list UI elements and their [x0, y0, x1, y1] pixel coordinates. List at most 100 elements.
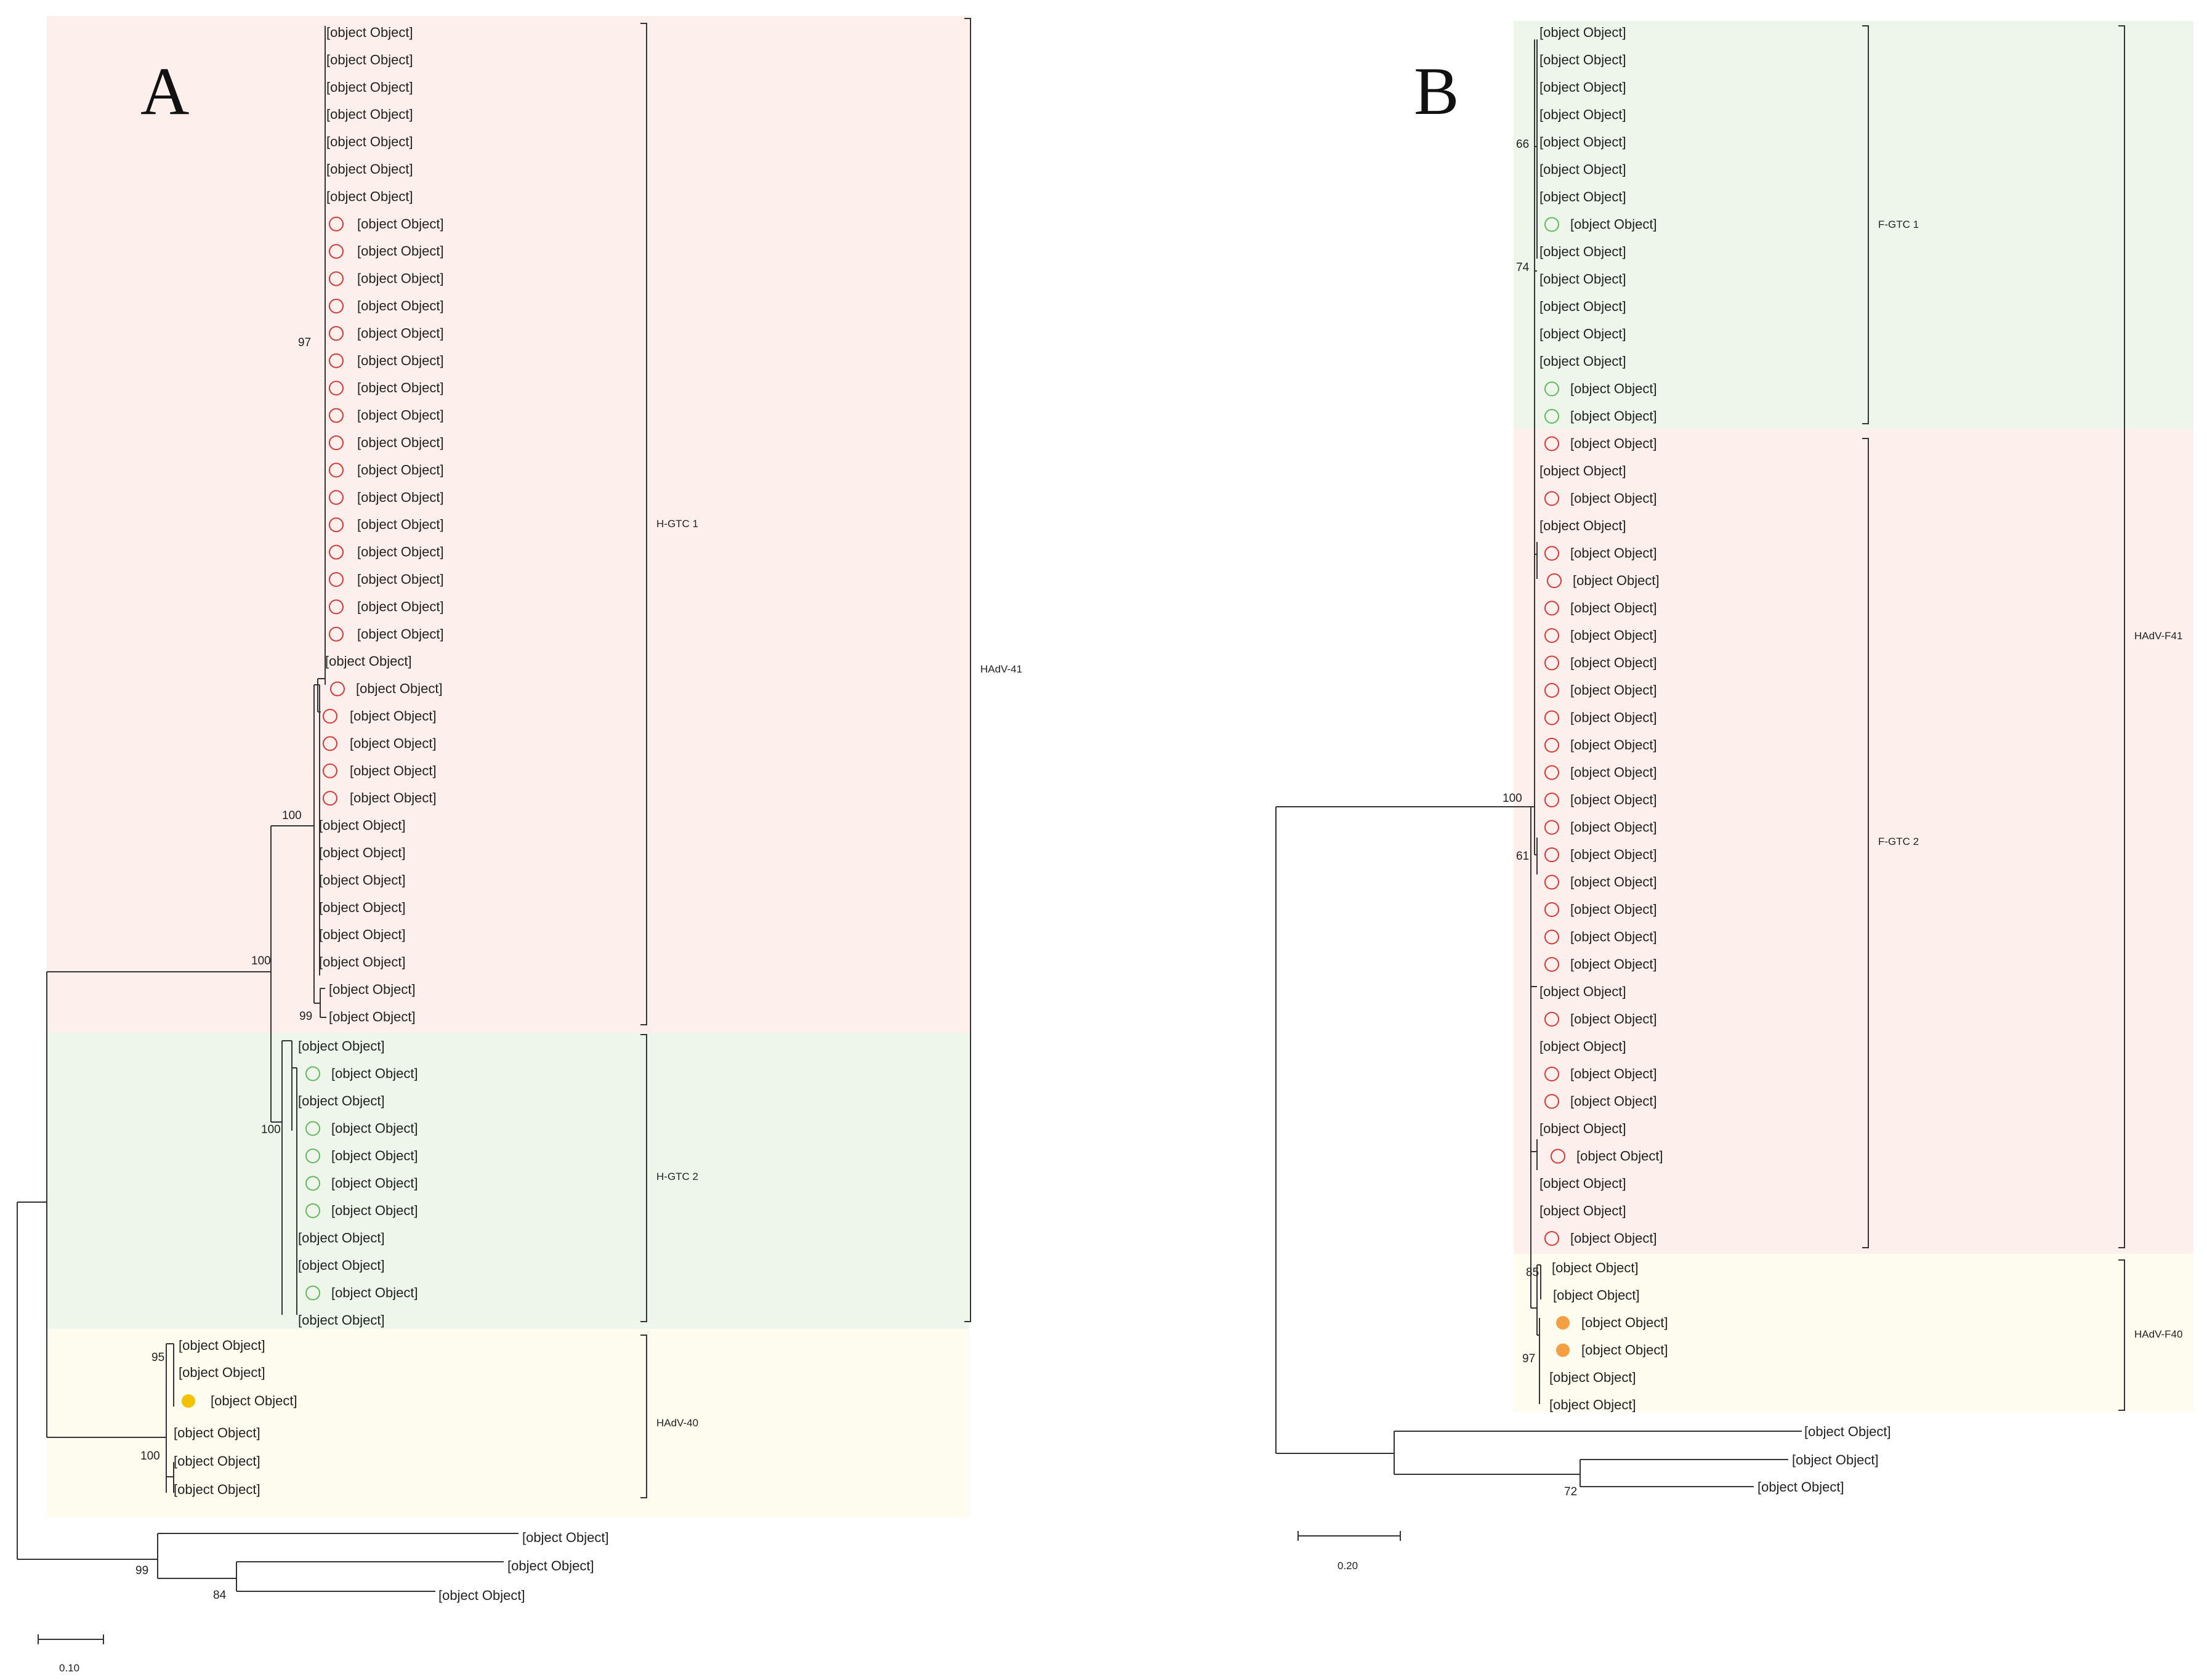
clade-label-h-gtc1: H-GTC 1 — [656, 518, 698, 530]
sample-marker-icon — [1556, 1316, 1570, 1330]
bootstrap-value: 74 — [1516, 261, 1530, 274]
leaf-label: [object Object] — [1539, 189, 1626, 204]
leaf-label: [object Object] — [1570, 874, 1657, 890]
sample-marker-icon — [329, 271, 344, 286]
bootstrap-value: 99 — [299, 1010, 312, 1023]
sample-marker-icon — [1544, 793, 1559, 807]
bootstrap-value: 61 — [1516, 850, 1529, 863]
sample-marker-icon — [1544, 847, 1559, 862]
clade-bracket-hadv-f40 — [2118, 1259, 2125, 1411]
sample-marker-icon — [305, 1121, 320, 1136]
panel-a-region-h-gtc1 — [47, 16, 969, 1033]
leaf-label: [object Object] — [357, 353, 444, 368]
sample-marker-icon — [1551, 1149, 1565, 1164]
bootstrap-value: 85 — [1526, 1266, 1539, 1279]
bootstrap-value: 97 — [298, 336, 311, 349]
leaf-label: [object Object] — [326, 161, 413, 177]
leaf-label: [object Object] — [1539, 272, 1626, 287]
leaf-label: [object Object] — [1576, 1149, 1663, 1164]
leaf-label: [object Object] — [319, 955, 406, 970]
sample-marker-icon — [305, 1066, 320, 1081]
leaf-label: [object Object] — [357, 571, 444, 587]
sample-marker-icon — [1544, 546, 1559, 561]
sample-marker-icon — [1544, 957, 1559, 972]
leaf-label: [object Object] — [356, 681, 443, 697]
scale-bar-line — [1297, 1531, 1401, 1541]
panel-b-region-f-gtc2 — [1514, 429, 2193, 1254]
leaf-label: [object Object] — [1539, 984, 1626, 1000]
clade-label-hadv41: HAdV-41 — [980, 663, 1022, 675]
leaf-label: [object Object] — [298, 1230, 385, 1246]
panel-b-leaves: [object Object] [object Object] [object Ob… — [1539, 25, 1891, 1495]
leaf-label: [object Object] — [357, 408, 444, 423]
leaf-label: [object Object] — [174, 1482, 260, 1497]
bootstrap-value: 97 — [1522, 1352, 1535, 1365]
leaf-label: [object Object] — [326, 79, 413, 95]
sample-marker-icon — [330, 681, 345, 697]
leaf-label: [object Object] — [325, 653, 412, 669]
bootstrap-value: 99 — [135, 1564, 148, 1577]
leaf-label: [object Object] — [331, 1285, 418, 1301]
sample-marker-icon — [323, 709, 337, 724]
sample-marker-icon — [323, 763, 337, 778]
leaf-label: [object Object] — [174, 1453, 260, 1469]
clade-label-h-gtc2: H-GTC 2 — [656, 1171, 698, 1182]
scale-bar-label: 0.10 — [59, 1662, 79, 1674]
sample-marker-icon — [1547, 573, 1562, 588]
sample-marker-icon — [329, 517, 344, 533]
leaf-label: [object Object] — [326, 25, 413, 40]
clade-bracket-f-gtc1 — [1862, 25, 1869, 424]
panel-b-label: B — [1414, 54, 1459, 129]
leaf-label: [object Object] — [331, 1148, 418, 1163]
leaf-label: [object Object] — [1570, 737, 1657, 753]
leaf-label: [object Object] — [350, 708, 437, 724]
leaf-label: [object Object] — [1570, 820, 1657, 835]
clade-label-hadv-f40: HAdV-F40 — [2134, 1328, 2182, 1340]
leaf-label: [object Object] — [1570, 765, 1657, 780]
leaf-label: [object Object] — [211, 1393, 297, 1408]
sample-marker-icon — [1544, 874, 1559, 890]
sample-marker-icon — [1544, 1231, 1559, 1246]
sample-marker-icon — [329, 490, 344, 505]
leaf-label: [object Object] — [350, 763, 437, 778]
sample-marker-icon — [329, 599, 344, 615]
sample-marker-icon — [1544, 491, 1559, 506]
sample-marker-icon — [1544, 436, 1559, 451]
leaf-label: [object Object] — [331, 1066, 418, 1081]
leaf-label: [object Object] — [1539, 1121, 1626, 1136]
leaf-label: [object Object] — [1539, 326, 1626, 342]
sample-marker-icon — [323, 736, 337, 751]
leaf-label: [object Object] — [357, 435, 444, 450]
leaf-label: [object Object] — [298, 1312, 385, 1328]
bootstrap-value: 72 — [1564, 1485, 1577, 1498]
leaf-label: [object Object] — [298, 1258, 385, 1273]
sample-marker-icon — [1544, 738, 1559, 753]
leaf-label: [object Object] — [357, 462, 444, 477]
clade-label-f-gtc2: F-GTC 2 — [1878, 836, 1919, 847]
leaf-label: [object Object] — [1757, 1479, 1844, 1495]
sample-marker-icon — [182, 1394, 195, 1408]
leaf-label: [object Object] — [1570, 655, 1657, 671]
clade-bracket-hadv-f41 — [2118, 25, 2125, 1248]
leaf-label: [object Object] — [1570, 847, 1657, 862]
leaf-label: [object Object] — [329, 982, 416, 997]
panel-b-region-hadv-f40 — [1514, 1254, 2193, 1411]
leaf-label: [object Object] — [357, 517, 444, 532]
leaf-label: [object Object] — [1573, 573, 1660, 588]
leaf-label: [object Object] — [179, 1338, 265, 1353]
panel-a-scale-bar: 0.10 — [38, 1634, 104, 1674]
leaf-label: [object Object] — [1792, 1452, 1879, 1468]
leaf-label: [object Object] — [319, 872, 406, 887]
leaf-label: [object Object] — [319, 900, 406, 915]
leaf-label: [object Object] — [1581, 1343, 1668, 1358]
leaf-label: [object Object] — [357, 490, 444, 505]
sample-marker-icon — [329, 299, 344, 313]
leaf-label: [object Object] — [522, 1530, 609, 1545]
leaf-label: [object Object] — [1539, 162, 1626, 177]
leaf-label: [object Object] — [350, 790, 437, 806]
leaf-label: [object Object] — [1581, 1315, 1668, 1330]
sample-marker-icon — [329, 353, 344, 368]
scale-bar-label: 0.20 — [1338, 1560, 1358, 1572]
branch — [157, 1533, 518, 1579]
sample-marker-icon — [1544, 655, 1559, 671]
